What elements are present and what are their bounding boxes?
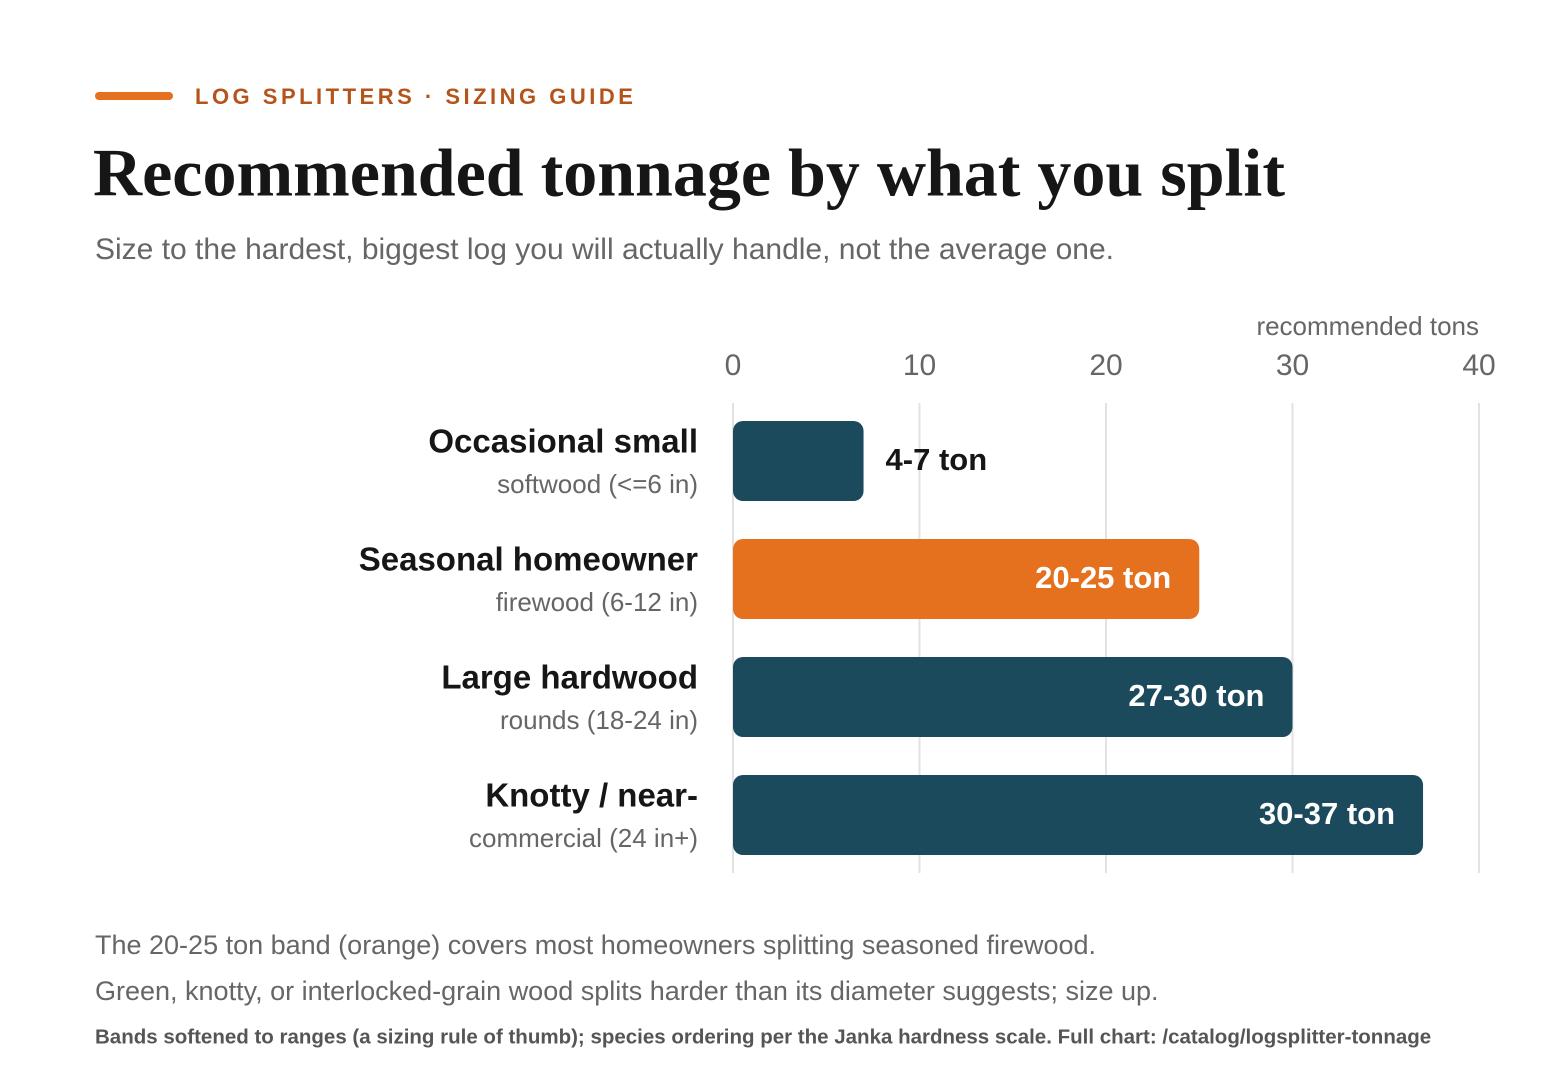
x-tick-label: 0 (725, 349, 742, 382)
x-tick-label: 10 (903, 349, 936, 382)
kicker-rule (95, 92, 173, 100)
value-label: 20-25 ton (1035, 560, 1171, 595)
bar (733, 421, 864, 501)
kicker: LOG SPLITTERS · SIZING GUIDE (195, 84, 636, 109)
category-label: Large hardwood (441, 659, 698, 696)
bar (733, 539, 1200, 619)
category-detail: commercial (24 in+) (469, 823, 698, 853)
category-label: Occasional small (428, 423, 698, 460)
bar (733, 657, 1293, 737)
category-detail: softwood (<=6 in) (497, 469, 698, 499)
chart-title: Recommended tonnage by what you split (93, 135, 1285, 211)
annotation: The 20-25 ton band (orange) covers most … (95, 930, 1096, 960)
x-tick-label: 40 (1462, 349, 1495, 382)
x-axis-label: recommended tons (1256, 311, 1479, 341)
bar (733, 775, 1424, 855)
x-tick-label: 20 (1089, 349, 1122, 382)
annotation: Green, knotty, or interlocked-grain wood… (95, 976, 1159, 1006)
x-tick-label: 30 (1276, 349, 1309, 382)
value-label: 30-37 ton (1259, 796, 1395, 831)
category-detail: rounds (18-24 in) (500, 705, 698, 735)
category-label: Seasonal homeowner (359, 541, 698, 578)
category-label: Knotty / near- (485, 777, 698, 814)
subtitle: Size to the hardest, biggest log you wil… (95, 233, 1114, 266)
value-label: 4-7 ton (886, 442, 988, 477)
category-detail: firewood (6-12 in) (496, 587, 698, 617)
source-note: Bands softened to ranges (a sizing rule … (95, 1025, 1431, 1048)
value-label: 27-30 ton (1128, 678, 1264, 713)
